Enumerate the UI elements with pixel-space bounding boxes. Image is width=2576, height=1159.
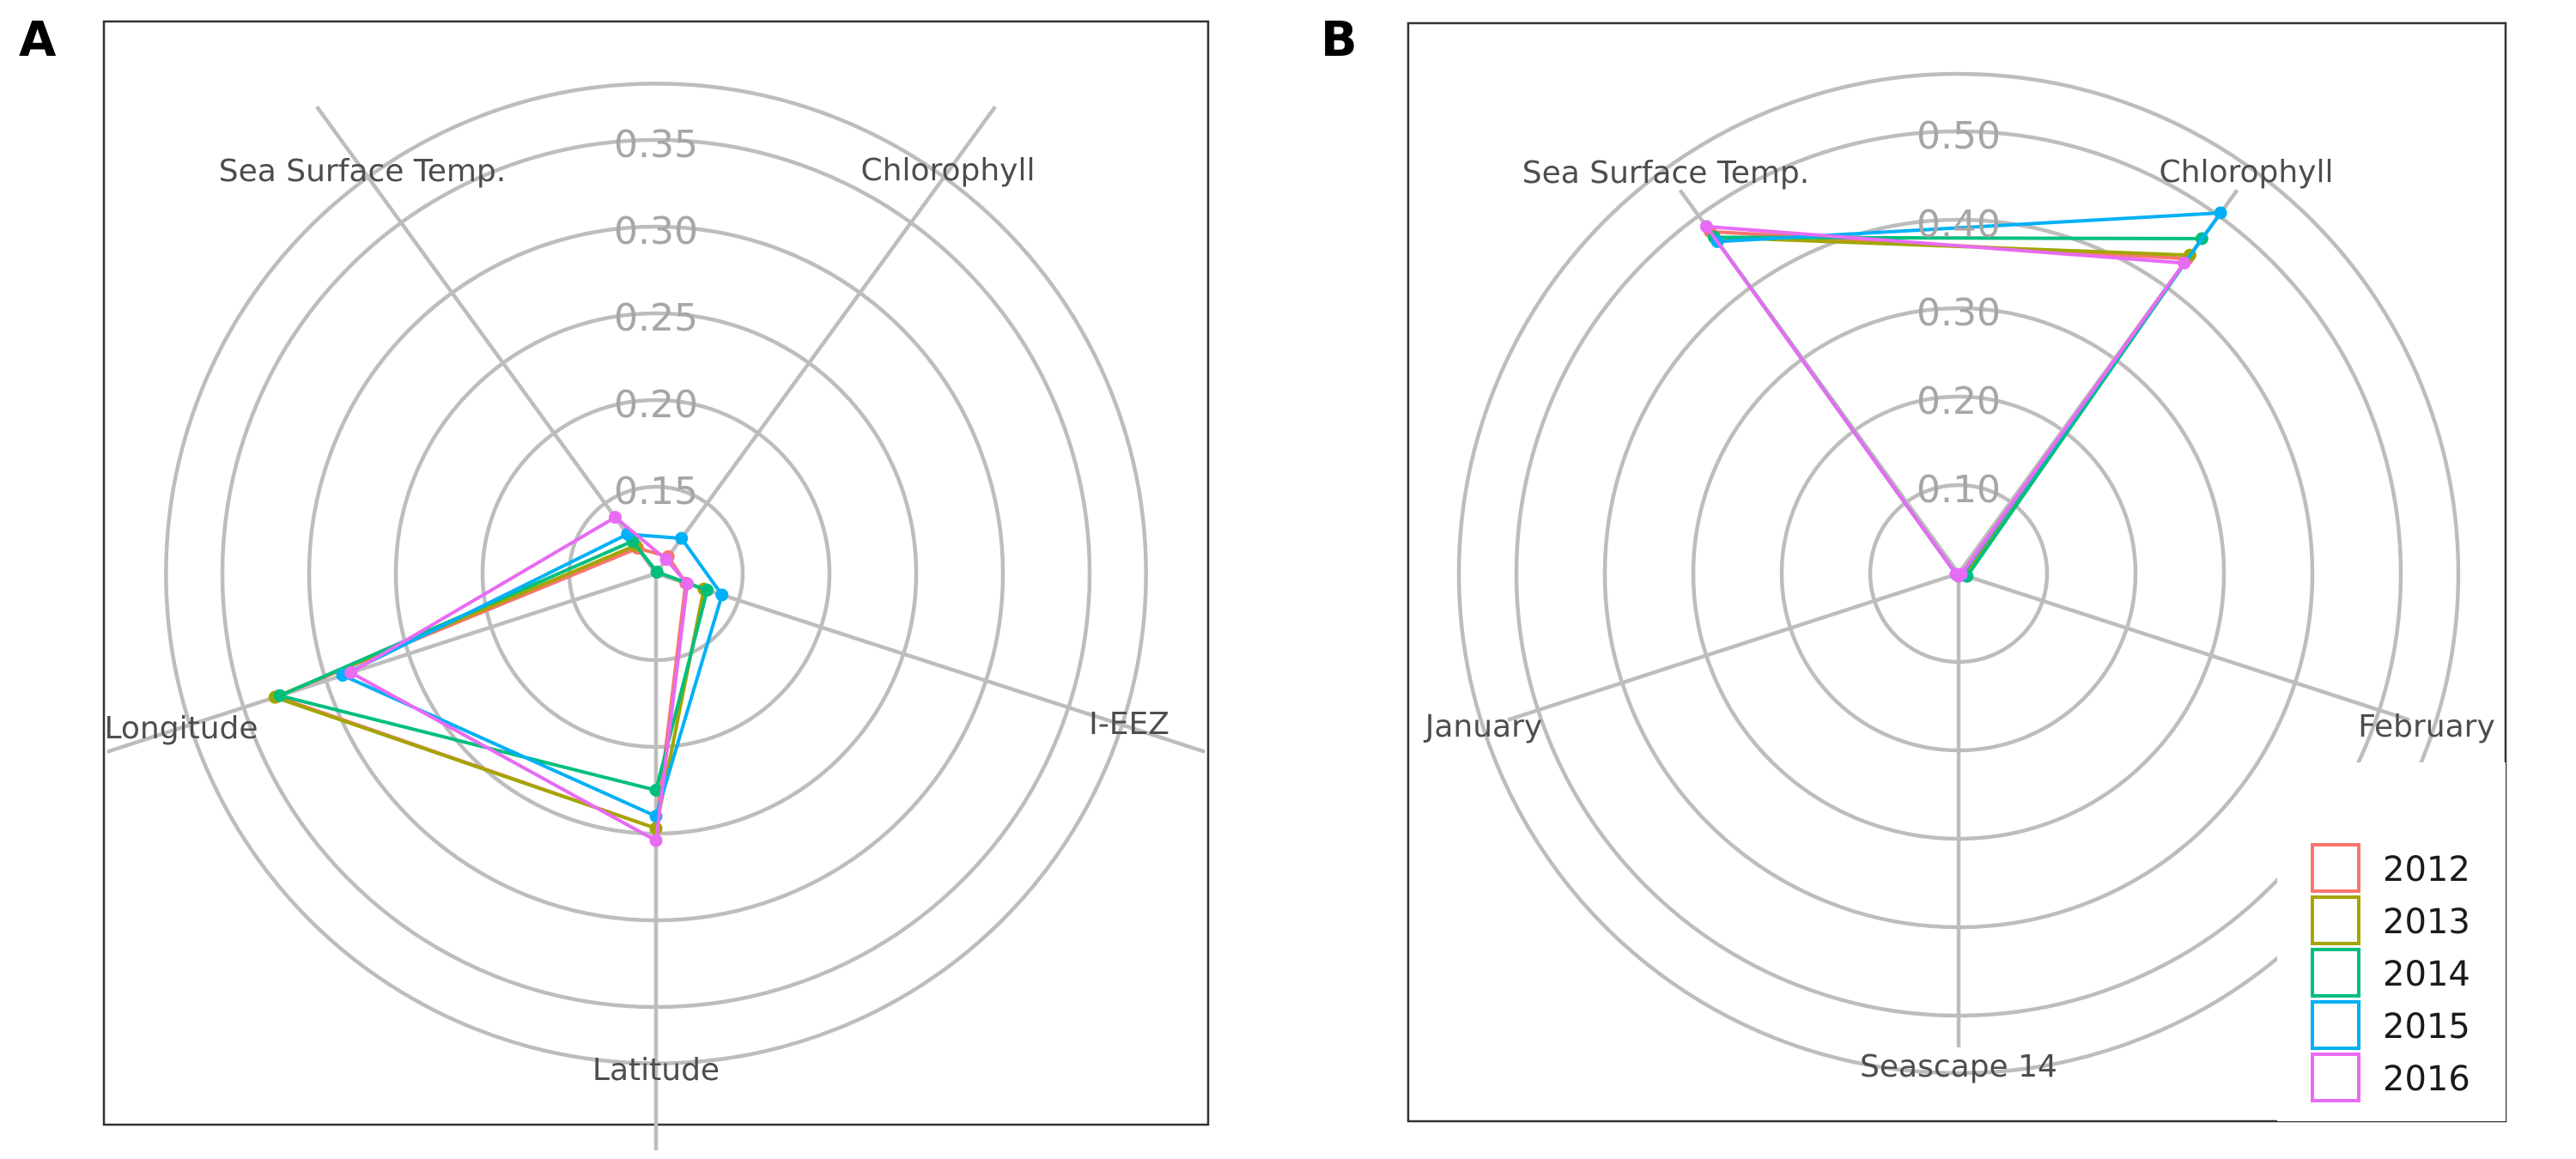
- series-2014-line: [278, 539, 709, 792]
- axis-spoke: [1507, 571, 1959, 722]
- legend-swatch-2016: [2311, 1053, 2360, 1102]
- axis-label-february: February: [2358, 709, 2495, 744]
- legend-label-2016: 2016: [2383, 1059, 2470, 1099]
- axis-spoke: [106, 571, 657, 754]
- axis-labels: Chlorophyll February Seascape 14 January…: [1424, 155, 2495, 1084]
- data-point: [2214, 206, 2227, 220]
- axis-label-january: January: [1424, 709, 1542, 744]
- panel-letter: B: [1321, 12, 1358, 68]
- tick-label: 0.50: [1917, 114, 2001, 158]
- axis-spoke: [655, 571, 1206, 754]
- radial-tick-labels: 0.10 0.20 0.30 0.40 0.50: [1917, 114, 2001, 512]
- data-point: [273, 689, 287, 702]
- legend-swatch-2013: [2311, 895, 2360, 945]
- legend-label-2014: 2014: [2383, 955, 2470, 994]
- tick-label: 0.30: [614, 209, 698, 253]
- axis-label-chlorophyll: Chlorophyll: [861, 153, 1036, 188]
- tick-label: 0.30: [1917, 291, 2001, 335]
- data-point: [681, 577, 694, 591]
- data-point: [659, 553, 673, 567]
- grid-ring: [1456, 71, 2461, 1076]
- data-point: [650, 565, 664, 579]
- axis-label-i-eez: I-EEZ: [1089, 707, 1170, 742]
- tick-label: 0.25: [614, 296, 698, 340]
- axis-label-seascape-14: Seascape 14: [1860, 1049, 2057, 1084]
- axis-spoke: [1958, 571, 2410, 722]
- axis-spoke: [315, 106, 658, 575]
- data-point: [649, 784, 663, 797]
- series-2012-line: [275, 546, 688, 830]
- radar-panel-b: B Chlorophyll February Seascape 14 Janua…: [1321, 12, 2507, 1123]
- legend-label-2012: 2012: [2383, 850, 2470, 889]
- radar-panel-a: A Chlorophyll I-EEZ Latitude Longitude S…: [19, 12, 1210, 1150]
- data-point: [1699, 220, 1713, 234]
- data-point: [675, 531, 689, 545]
- panel-letter: A: [19, 12, 57, 68]
- series-layer: [1699, 206, 2227, 583]
- axis-labels: Chlorophyll I-EEZ Latitude Longitude Sea…: [104, 153, 1169, 1088]
- radar-grid: [1456, 71, 2461, 1076]
- data-point: [1949, 567, 1963, 581]
- legend-swatch-2012: [2311, 843, 2360, 893]
- data-point: [649, 834, 663, 847]
- tick-label: 0.20: [1917, 379, 2001, 423]
- data-point: [609, 511, 622, 525]
- legend-label-2013: 2013: [2383, 902, 2470, 942]
- data-point: [701, 583, 714, 597]
- legend-swatch-2015: [2311, 1000, 2360, 1050]
- axis-label-longitude: Longitude: [104, 711, 258, 746]
- legend-swatch-2014: [2311, 948, 2360, 998]
- data-point: [715, 588, 729, 602]
- series-layer: [268, 511, 729, 847]
- legend: 2012 2013 2014 2015 2016: [2277, 762, 2506, 1121]
- axis-label-sea-surface-temp: Sea Surface Temp.: [1522, 155, 1809, 191]
- legend-label-2015: 2015: [2383, 1007, 2470, 1047]
- axis-spoke: [654, 106, 997, 575]
- data-point: [2178, 256, 2191, 270]
- tick-label: 0.35: [614, 123, 698, 167]
- tick-label: 0.15: [614, 470, 698, 513]
- tick-label: 0.10: [1917, 468, 2001, 512]
- tick-label: 0.20: [614, 383, 698, 427]
- tick-label: 0.40: [1917, 203, 2001, 246]
- panel-frame: [1406, 21, 2507, 1123]
- data-point: [344, 666, 358, 679]
- radial-tick-labels: 0.15 0.20 0.25 0.30 0.35: [614, 123, 698, 513]
- axis-label-latitude: Latitude: [592, 1053, 720, 1088]
- axis-label-chlorophyll: Chlorophyll: [2160, 155, 2334, 190]
- axis-label-sea-surface-temp: Sea Surface Temp.: [219, 154, 506, 189]
